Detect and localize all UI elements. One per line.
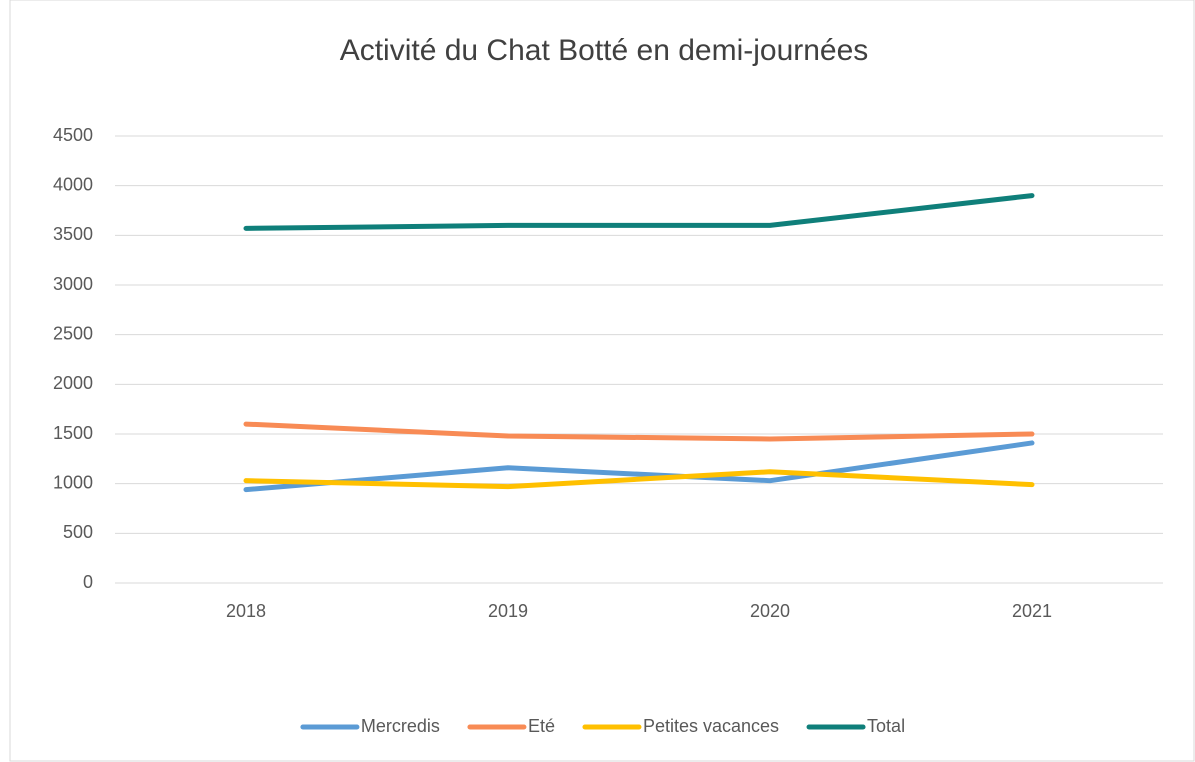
y-tick-label: 1500: [53, 423, 93, 443]
y-tick-label: 3500: [53, 224, 93, 244]
series-line: [243, 440, 1035, 493]
legend-label: Total: [867, 716, 905, 736]
x-tick-label: 2018: [226, 601, 266, 621]
legend-label: Mercredis: [361, 716, 440, 736]
y-tick-label: 2500: [53, 323, 93, 343]
y-tick-label: 3000: [53, 274, 93, 294]
chart-title: Activité du Chat Botté en demi-journées: [340, 34, 869, 67]
y-tick-label: 0: [83, 572, 93, 592]
series-line: [243, 421, 1035, 442]
series-line: [243, 193, 1035, 231]
x-tick-label: 2019: [488, 601, 528, 621]
series-line: [243, 469, 1035, 490]
legend-label: Petites vacances: [643, 716, 779, 736]
y-tick-label: 2000: [53, 373, 93, 393]
legend-label: Eté: [528, 716, 555, 736]
y-tick-label: 4000: [53, 174, 93, 194]
chart-frame: [9, 0, 1195, 762]
y-tick-label: 4500: [53, 125, 93, 145]
x-tick-label: 2020: [750, 601, 790, 621]
y-tick-label: 500: [63, 522, 93, 542]
x-tick-label: 2021: [1012, 601, 1052, 621]
y-tick-label: 1000: [53, 472, 93, 492]
